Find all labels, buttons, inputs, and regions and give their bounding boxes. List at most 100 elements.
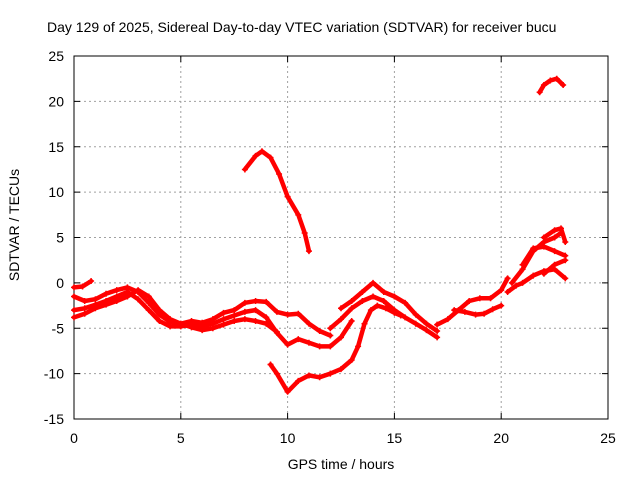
data-point <box>81 310 88 317</box>
data-point <box>284 388 291 395</box>
data-point <box>551 248 558 255</box>
data-point <box>361 320 368 327</box>
data-point <box>284 193 291 200</box>
data-point <box>79 283 86 290</box>
data-point <box>367 307 374 314</box>
data-point <box>380 298 387 305</box>
data-point <box>540 243 547 250</box>
data-point <box>370 293 377 300</box>
data-point <box>476 295 483 302</box>
data-point <box>359 298 366 305</box>
data-point <box>284 341 291 348</box>
data-point <box>562 257 569 264</box>
data-point <box>472 311 479 318</box>
series-sat-j <box>451 302 505 318</box>
data-point <box>316 327 323 334</box>
data-point <box>167 316 174 323</box>
data-point <box>71 293 77 300</box>
data-point <box>295 211 302 218</box>
data-point <box>113 287 120 294</box>
data-point <box>338 316 344 323</box>
x-tick-label: 10 <box>280 430 296 446</box>
data-point <box>92 305 99 312</box>
data-point <box>412 311 419 318</box>
data-point <box>113 298 120 305</box>
data-point <box>348 317 355 324</box>
series-sat-h <box>327 293 441 341</box>
data-point <box>81 298 88 305</box>
data-point <box>540 234 547 241</box>
data-point <box>267 154 274 161</box>
series-sat-g <box>338 279 441 334</box>
data-point <box>423 327 430 334</box>
data-point <box>547 77 554 84</box>
data-point <box>513 282 520 289</box>
data-point <box>380 288 387 295</box>
data-point <box>540 82 547 89</box>
data-point <box>145 307 152 314</box>
series-line <box>268 303 404 395</box>
series-sat-d <box>71 278 95 291</box>
data-point <box>209 325 216 332</box>
x-tick-label: 15 <box>387 430 403 446</box>
data-point <box>370 279 377 286</box>
data-point <box>355 343 362 350</box>
data-point <box>220 309 227 316</box>
data-point <box>359 288 366 295</box>
data-point <box>263 314 270 321</box>
data-point <box>412 320 419 327</box>
x-tick-label: 0 <box>70 430 78 446</box>
y-tick-label: 0 <box>56 275 64 291</box>
data-point <box>252 298 259 305</box>
data-point <box>444 316 451 323</box>
data-point <box>156 317 163 324</box>
data-point <box>103 301 110 308</box>
data-point <box>231 307 238 314</box>
data-point <box>135 287 142 294</box>
data-point <box>316 343 323 350</box>
data-point <box>551 234 558 241</box>
data-point <box>402 314 409 321</box>
data-point <box>231 312 238 319</box>
series-sat-b <box>71 288 355 350</box>
data-point <box>305 372 312 379</box>
data-point <box>258 148 265 155</box>
data-point <box>220 316 227 323</box>
data-point <box>551 261 558 268</box>
data-point <box>551 227 558 234</box>
data-point <box>466 298 473 305</box>
data-point <box>536 89 543 96</box>
data-point <box>558 225 565 232</box>
data-point <box>348 298 355 305</box>
series-line <box>541 226 568 245</box>
data-point <box>530 272 537 279</box>
data-point <box>374 302 381 309</box>
data-point <box>145 293 152 300</box>
data-point <box>273 308 280 315</box>
data-point <box>461 308 468 315</box>
series-sat-o <box>540 257 569 277</box>
data-point <box>124 293 131 300</box>
y-tick-label: 20 <box>48 93 64 109</box>
data-point <box>241 308 248 315</box>
data-point <box>504 288 511 295</box>
data-point <box>71 307 77 314</box>
data-point <box>71 314 77 321</box>
data-point <box>498 287 505 294</box>
data-point <box>103 290 110 297</box>
data-point <box>252 307 259 314</box>
y-tick-label: 10 <box>48 184 64 200</box>
x-tick-label: 25 <box>600 430 616 446</box>
data-point <box>327 325 334 332</box>
data-point <box>267 361 274 368</box>
data-point <box>327 343 334 350</box>
data-series <box>71 75 569 395</box>
data-point <box>273 328 280 335</box>
data-point <box>338 305 344 312</box>
y-tick-label: 25 <box>48 48 64 64</box>
data-point <box>338 334 344 341</box>
data-point <box>305 339 312 346</box>
data-point <box>188 324 195 331</box>
x-tick-label: 5 <box>177 430 185 446</box>
data-point <box>391 293 398 300</box>
